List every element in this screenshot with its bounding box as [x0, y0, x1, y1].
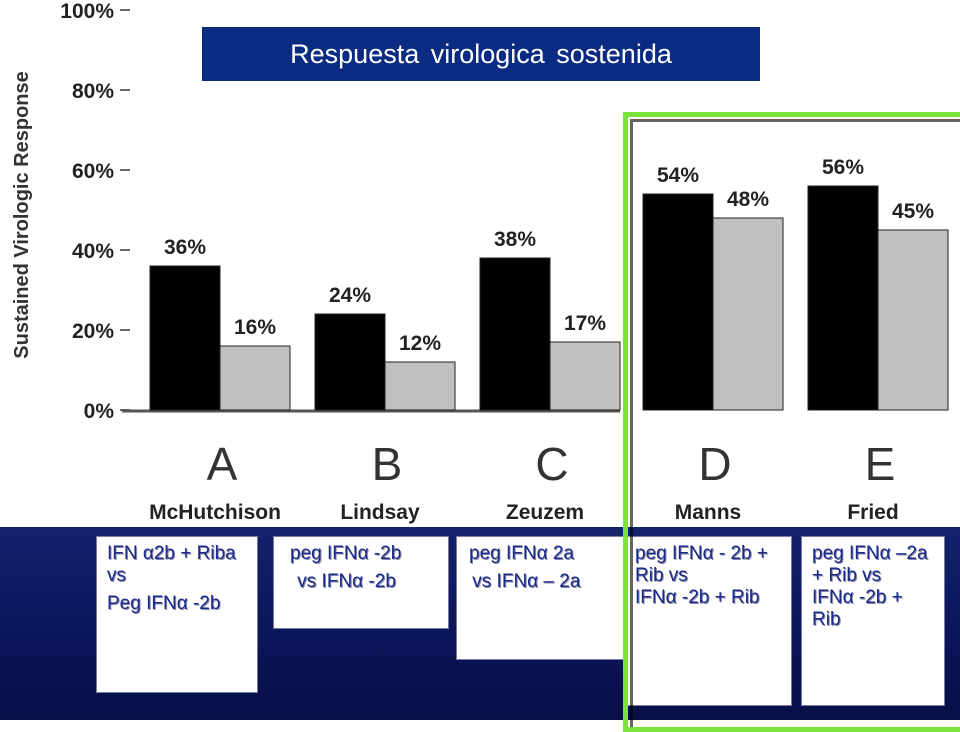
- bar-d-control: [712, 217, 784, 411]
- data-label: 36%: [164, 236, 206, 259]
- y-axis-label-group: Sustained Virologic Response: [11, 71, 33, 358]
- author-label: McHutchison: [149, 501, 281, 524]
- description-line: peg IFNα -2b: [290, 543, 402, 564]
- y-tick-label: 40%: [72, 240, 114, 263]
- y-tick-label: 80%: [72, 80, 114, 103]
- bar-chart: Sustained Virologic Response 0% 20% 40% 60%…: [11, 0, 949, 524]
- description-box-b: peg IFNα -2b vs IFNα -2b: [273, 536, 449, 629]
- category-label: D: [698, 438, 731, 490]
- data-label: 38%: [494, 228, 536, 251]
- description-line: vs IFNα -2b: [292, 571, 396, 592]
- data-label: 56%: [822, 156, 864, 179]
- author-label: Fried: [847, 501, 898, 524]
- y-tick-label: 0%: [84, 400, 115, 423]
- category-label: E: [865, 438, 896, 490]
- description-box-a: IFN α2b + Riba vs Peg IFNα -2b: [96, 536, 258, 693]
- data-label: 48%: [727, 188, 769, 211]
- description-box-e: peg IFNα –2a + Rib vs IFNα -2b + Rib: [801, 536, 945, 706]
- bar-b-treatment: [314, 313, 386, 411]
- data-label: 54%: [657, 164, 699, 187]
- y-tick-label: 60%: [72, 160, 114, 183]
- category-label: B: [372, 438, 403, 490]
- data-label: 24%: [329, 284, 371, 307]
- bar-b-control: [384, 361, 456, 411]
- data-label: 16%: [234, 316, 276, 339]
- bars: [149, 185, 949, 411]
- data-label: 45%: [892, 200, 934, 223]
- bar-d-treatment: [642, 193, 714, 411]
- data-label: 12%: [399, 332, 441, 355]
- author-label: Manns: [675, 501, 742, 524]
- y-tick-labels: 0% 20% 40% 60% 80% 100%: [60, 0, 130, 423]
- bar-e-control: [877, 229, 949, 411]
- bar-a-treatment: [149, 265, 221, 411]
- author-label: Lindsay: [340, 501, 420, 524]
- description-line: IFN α2b + Riba vs: [107, 543, 236, 586]
- data-labels: 36% 16% 24% 12% 38% 17% 54% 48% 56% 45%: [164, 156, 934, 355]
- chart-title: Respuesta virologica sostenida: [202, 27, 760, 81]
- description-line: peg IFNα –2a + Rib vs: [812, 543, 928, 586]
- description-line: peg IFNα - 2b + Rib vs: [635, 543, 768, 586]
- category-labels: A B C D E: [207, 438, 896, 490]
- author-label: Zeuzem: [506, 501, 584, 524]
- category-label: A: [207, 438, 238, 490]
- description-line: IFNα -2b + Rib: [812, 587, 903, 630]
- bar-a-control: [219, 345, 291, 411]
- author-labels: McHutchison Lindsay Zeuzem Manns Fried: [149, 501, 899, 524]
- bar-c-control: [549, 341, 621, 411]
- description-line: peg IFNα 2a: [469, 543, 574, 564]
- description-box-d: peg IFNα - 2b + Rib vs IFNα -2b + Rib: [624, 536, 792, 706]
- description-line: IFNα -2b + Rib: [635, 587, 760, 608]
- y-tick-label: 100%: [60, 0, 114, 23]
- description-box-c: peg IFNα 2a vs IFNα – 2a: [456, 536, 628, 660]
- y-tick-label: 20%: [72, 320, 114, 343]
- description-line: vs IFNα – 2a: [467, 571, 581, 592]
- description-line: Peg IFNα -2b: [107, 593, 221, 614]
- data-label: 17%: [564, 312, 606, 335]
- bar-e-treatment: [807, 185, 879, 411]
- bar-c-treatment: [479, 257, 551, 411]
- category-label: C: [535, 438, 568, 490]
- y-axis-label: Sustained Virologic Response: [11, 71, 33, 358]
